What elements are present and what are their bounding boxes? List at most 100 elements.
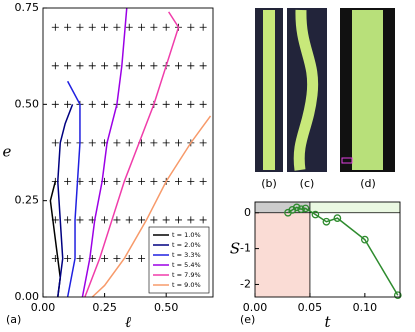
plus-marker <box>113 23 121 31</box>
x-axis-label: ℓ <box>125 313 131 331</box>
point <box>301 204 310 213</box>
plus-marker <box>125 62 133 70</box>
plus-marker <box>175 216 183 224</box>
plus-marker <box>113 62 121 70</box>
plus-marker <box>150 23 158 31</box>
y-tick-label: 0.75 <box>15 1 40 14</box>
plus-marker <box>162 100 170 108</box>
panel-label: (a) <box>6 313 21 326</box>
plus-marker <box>187 177 195 185</box>
region <box>255 212 310 297</box>
panel-label: (d) <box>360 177 376 190</box>
plus-marker <box>175 139 183 147</box>
legend-label: t = 7.9% <box>172 271 201 279</box>
plus-marker <box>88 177 96 185</box>
series-line <box>66 80 81 298</box>
plus-marker <box>101 254 109 262</box>
plus-marker <box>162 23 170 31</box>
plus-marker <box>51 62 59 70</box>
plus-marker <box>76 23 84 31</box>
plus-marker <box>187 216 195 224</box>
plus-marker <box>51 139 59 147</box>
plus-marker <box>150 139 158 147</box>
plus-marker <box>125 216 133 224</box>
point <box>360 235 369 244</box>
plus-marker <box>162 139 170 147</box>
series-line <box>57 104 74 298</box>
plus-marker <box>113 216 121 224</box>
plus-marker <box>64 23 72 31</box>
plus-marker <box>187 62 195 70</box>
y-axis-label: S <box>230 240 240 258</box>
x-axis-label: t <box>324 313 331 331</box>
plus-marker <box>175 62 183 70</box>
x-tick-label: 0.50 <box>154 301 179 314</box>
legend-label: t = 3.3% <box>172 251 201 259</box>
plus-marker <box>88 62 96 70</box>
series-line <box>287 206 399 296</box>
plus-marker <box>125 23 133 31</box>
plus-marker <box>76 62 84 70</box>
plus-marker <box>175 177 183 185</box>
plus-marker <box>199 23 207 31</box>
plus-marker <box>125 177 133 185</box>
plus-marker <box>175 100 183 108</box>
plus-marker <box>125 139 133 147</box>
plus-marker <box>138 254 146 262</box>
plus-marker <box>113 177 121 185</box>
panel-label: (c) <box>300 177 315 190</box>
legend-label: t = 9.0% <box>172 281 201 289</box>
plus-marker <box>76 254 84 262</box>
plus-marker <box>113 254 121 262</box>
plus-marker <box>88 139 96 147</box>
plus-marker <box>64 177 72 185</box>
plus-marker <box>88 23 96 31</box>
plus-marker <box>125 254 133 262</box>
y-tick-label: 0.50 <box>15 97 40 110</box>
plot-frame <box>42 7 214 298</box>
plus-marker <box>199 139 207 147</box>
plus-marker <box>138 100 146 108</box>
y-tick-label: 0 <box>244 206 251 219</box>
plus-marker <box>64 100 72 108</box>
plus-marker <box>138 23 146 31</box>
y-tick-label: 0.00 <box>15 290 40 303</box>
plus-marker <box>199 216 207 224</box>
x-tick-label: 0.05 <box>298 301 323 314</box>
plus-marker <box>101 216 109 224</box>
y-tick-label: -1 <box>240 242 251 255</box>
legend-label: t = 5.4% <box>172 261 201 269</box>
photo-d <box>340 8 395 172</box>
plus-marker <box>101 23 109 31</box>
point <box>393 291 402 300</box>
plus-marker <box>199 177 207 185</box>
plus-marker <box>150 177 158 185</box>
legend-label: t = 1.0% <box>172 231 201 239</box>
plus-marker <box>199 100 207 108</box>
panel-label: (b) <box>261 177 277 190</box>
plus-marker <box>150 216 158 224</box>
plus-marker <box>138 62 146 70</box>
y-tick-label: 0.25 <box>15 194 40 207</box>
plus-marker <box>199 62 207 70</box>
legend-box <box>148 226 210 294</box>
plus-marker <box>138 177 146 185</box>
region <box>255 202 310 213</box>
plot-frame <box>254 201 401 298</box>
x-tick-label: 0.10 <box>353 301 378 314</box>
plus-marker <box>150 62 158 70</box>
photo-b <box>255 8 283 172</box>
plus-marker <box>187 23 195 31</box>
series-line <box>84 11 180 298</box>
plus-marker <box>88 100 96 108</box>
point <box>292 203 301 212</box>
series-line <box>91 115 212 298</box>
plus-marker <box>101 100 109 108</box>
y-tick-label: -2 <box>240 277 251 290</box>
plus-marker <box>51 23 59 31</box>
region <box>309 202 400 213</box>
x-tick-label: 0.00 <box>243 301 268 314</box>
plus-marker <box>162 216 170 224</box>
photo-c <box>287 8 327 172</box>
